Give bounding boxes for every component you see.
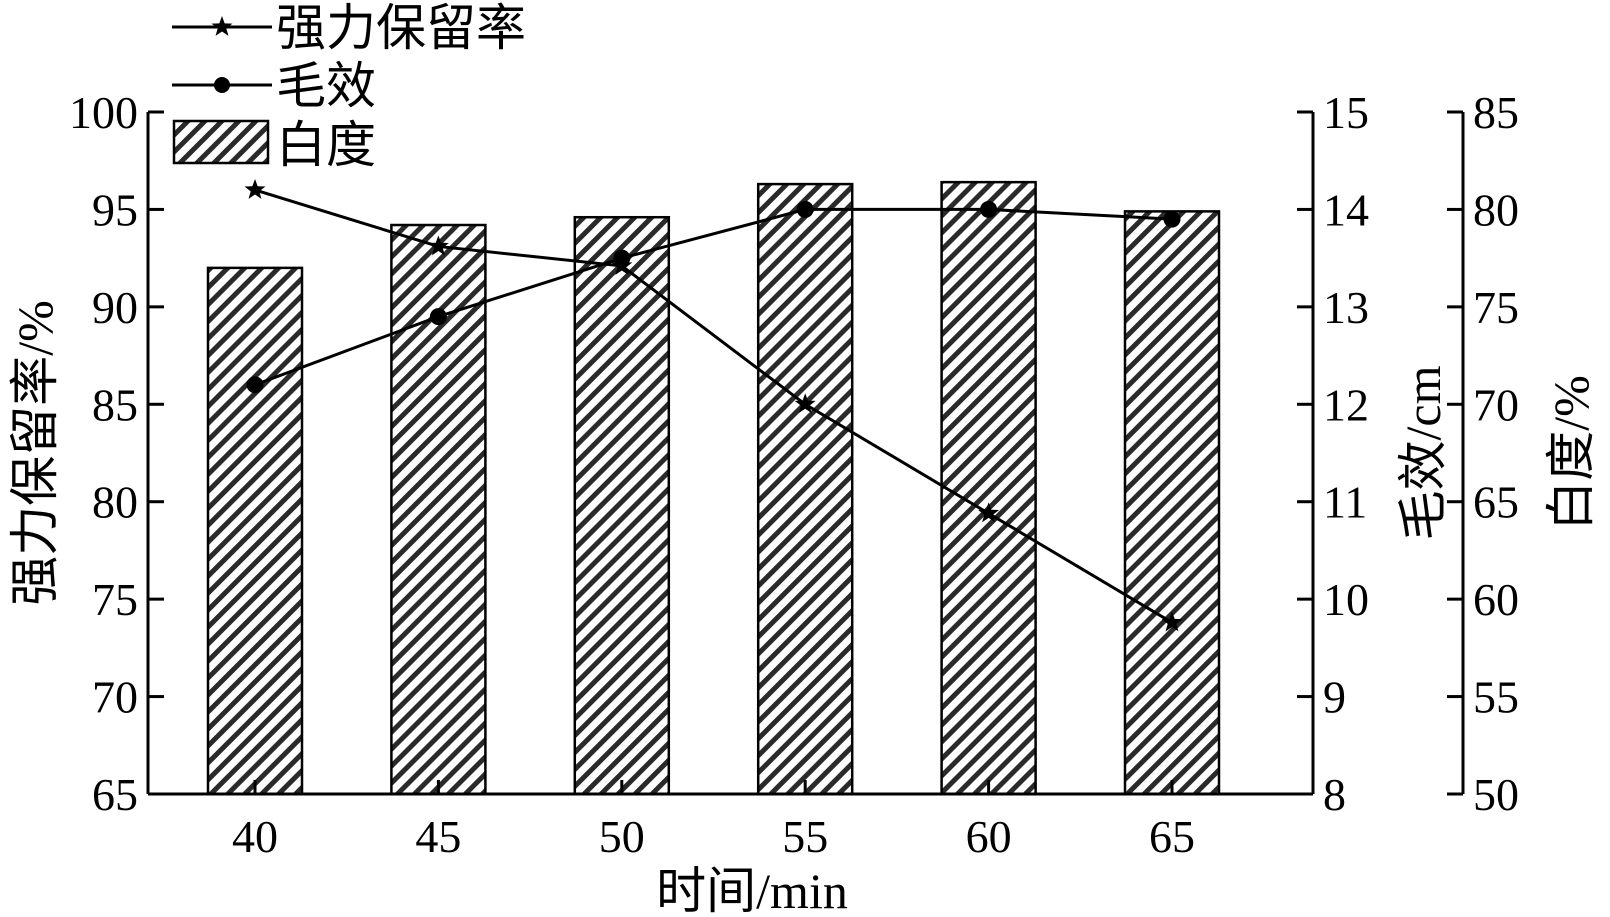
whiteness-tick-label-65: 65	[1473, 477, 1519, 528]
bar-whiteness-55	[756, 182, 854, 796]
point-wicking-65	[1163, 210, 1181, 228]
bar-whiteness-60	[940, 180, 1037, 796]
left-tick-label-90: 90	[92, 282, 138, 333]
point-wicking-60	[980, 200, 998, 218]
point-strength-retention-45	[427, 235, 449, 256]
left-axis-title: 强力保留率/%	[7, 300, 63, 606]
right-axis-ticks-wicking: 8 9 10 11 12 13 14 15	[1297, 87, 1369, 820]
legend-item-strength-retention: 强力保留率	[172, 0, 526, 56]
whiteness-tick-label-70: 70	[1473, 379, 1519, 430]
point-strength-retention-40	[244, 178, 266, 199]
x-axis-ticks: 40 45 50 55 60 65	[232, 780, 1195, 862]
x-tick-label-40: 40	[232, 811, 278, 862]
legend-label-whiteness: 白度	[276, 117, 376, 173]
wicking-tick-label-8: 8	[1323, 769, 1346, 820]
point-wicking-50	[613, 249, 631, 267]
x-tick-label-65: 65	[1149, 811, 1195, 862]
left-tick-label-80: 80	[92, 477, 138, 528]
legend-item-wicking: 毛效	[172, 58, 376, 114]
left-tick-label-65: 65	[92, 769, 138, 820]
legend-star-marker	[211, 16, 233, 36]
x-tick-label-45: 45	[415, 811, 461, 862]
bar-whiteness-40	[206, 266, 304, 796]
whiteness-tick-label-85: 85	[1473, 87, 1519, 138]
left-tick-label-70: 70	[92, 672, 138, 723]
legend-item-whiteness: 白度	[172, 117, 376, 173]
legend-circle-marker	[214, 77, 230, 93]
x-axis-title: 时间/min	[656, 863, 848, 917]
wicking-tick-label-10: 10	[1323, 574, 1369, 625]
whiteness-tick-label-50: 50	[1473, 769, 1519, 820]
whiteness-tick-label-75: 75	[1473, 282, 1519, 333]
bar-whiteness-65	[1123, 210, 1221, 796]
axes	[146, 112, 1465, 796]
right-axis-title-whiteness: 白度/%	[1543, 375, 1599, 531]
x-tick-label-50: 50	[599, 811, 645, 862]
left-tick-label-100: 100	[69, 87, 138, 138]
point-wicking-55	[796, 200, 814, 218]
wicking-tick-label-11: 11	[1323, 477, 1367, 528]
wicking-tick-label-12: 12	[1323, 379, 1369, 430]
wicking-tick-label-13: 13	[1323, 282, 1369, 333]
left-tick-label-85: 85	[92, 379, 138, 430]
legend-hatch-swatch	[172, 119, 270, 165]
right-axis-title-wicking: 毛效/cm	[1395, 365, 1451, 540]
point-strength-retention-60	[978, 502, 1000, 523]
wicking-tick-label-14: 14	[1323, 184, 1369, 235]
point-strength-retention-65	[1161, 611, 1183, 632]
x-tick-label-60: 60	[966, 811, 1012, 862]
left-tick-label-75: 75	[92, 574, 138, 625]
wicking-tick-label-9: 9	[1323, 672, 1346, 723]
x-tick-label-55: 55	[782, 811, 828, 862]
line-series	[244, 178, 1183, 632]
line-strength-retention	[254, 188, 1173, 624]
point-wicking-45	[429, 308, 447, 326]
legend-label-strength-retention: 强力保留率	[276, 0, 526, 56]
right-axis-ticks-whiteness: 50 55 60 65 70 75 80 85	[1447, 87, 1519, 820]
wicking-tick-label-15: 15	[1323, 87, 1369, 138]
whiteness-tick-label-60: 60	[1473, 574, 1519, 625]
point-wicking-40	[246, 376, 264, 394]
legend-label-wicking: 毛效	[276, 58, 376, 114]
whiteness-tick-label-55: 55	[1473, 672, 1519, 723]
bar-whiteness-50	[573, 215, 671, 796]
left-axis-ticks: 65 70 75 80 85 90 95 100	[69, 87, 164, 820]
left-tick-label-95: 95	[92, 184, 138, 235]
legend: 强力保留率 毛效 白度	[172, 0, 526, 173]
bar-series-whiteness	[206, 180, 1221, 796]
point-strength-retention-55	[794, 393, 816, 414]
whiteness-tick-label-80: 80	[1473, 184, 1519, 235]
line-wicking	[254, 207, 1173, 387]
